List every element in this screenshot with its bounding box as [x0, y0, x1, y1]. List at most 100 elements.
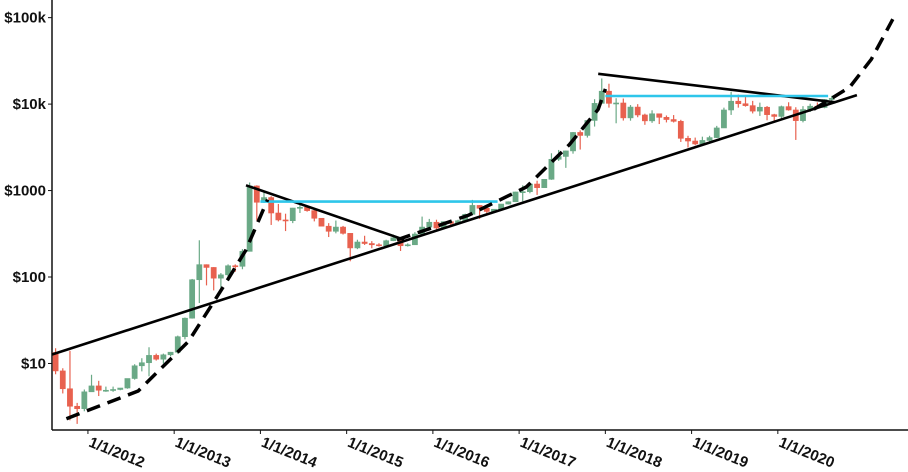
candle-body	[713, 127, 720, 138]
candle-body	[368, 243, 375, 246]
candle-body	[706, 137, 713, 141]
candle-body	[196, 264, 203, 281]
candle-body	[742, 103, 749, 106]
candle-body	[771, 114, 778, 117]
candle-body	[800, 109, 806, 121]
x-tick-label: 1/1/2017	[518, 434, 579, 472]
candle-body	[275, 212, 282, 221]
candle-body	[649, 113, 655, 122]
candle-body	[685, 138, 691, 142]
candle-body	[613, 102, 620, 105]
y-tick-label: $100	[13, 269, 46, 286]
candle-body	[512, 191, 519, 203]
candle-body	[634, 106, 641, 116]
candle-body	[74, 405, 81, 409]
candle-body	[117, 387, 124, 390]
candle-body	[519, 191, 526, 194]
candle-body	[340, 226, 346, 234]
candle-body	[505, 201, 512, 205]
candle-body	[59, 370, 66, 390]
candle-body	[641, 114, 648, 122]
candle-body	[318, 217, 325, 227]
candle-body	[232, 265, 239, 268]
candle-body	[95, 385, 102, 391]
candle-body	[67, 388, 73, 407]
candle-body	[376, 244, 382, 247]
dashed-curve	[65, 198, 270, 421]
candle-body	[541, 178, 548, 188]
candle-body	[210, 267, 217, 279]
candle-body	[562, 150, 569, 157]
candle-body	[189, 279, 196, 319]
candle-body	[828, 98, 835, 100]
candle-body	[548, 158, 555, 180]
candle-body	[728, 100, 735, 111]
candle-body	[656, 113, 663, 118]
candle-body	[81, 391, 88, 409]
candle-body	[297, 207, 303, 209]
candle-body	[764, 106, 770, 115]
candle-body	[390, 237, 397, 242]
candle-body	[426, 221, 433, 228]
candle-body	[785, 106, 792, 111]
candle-body	[311, 210, 318, 219]
candle-body	[620, 102, 627, 119]
candle-body	[361, 241, 368, 244]
y-tick-label: $1000	[4, 183, 46, 200]
candle-body	[282, 219, 289, 222]
candle-body	[203, 264, 210, 268]
candle-body	[217, 274, 224, 279]
candle-body	[404, 244, 411, 247]
candle-body	[347, 233, 354, 249]
candle-body	[253, 185, 260, 203]
candle-body	[577, 132, 584, 136]
candle-body	[289, 207, 296, 222]
candle-body	[332, 226, 339, 232]
dashed-curve	[812, 18, 895, 111]
candle-body	[677, 121, 684, 139]
x-tick-label: 1/1/2018	[604, 434, 665, 472]
candle-body	[138, 362, 145, 367]
y-tick-label: $10	[21, 355, 46, 372]
x-tick-label: 1/1/2016	[431, 434, 492, 472]
x-tick-label: 1/1/2014	[259, 434, 320, 472]
candle-body	[225, 265, 231, 276]
candle-body	[325, 225, 332, 232]
candle-body	[663, 117, 670, 120]
x-tick-label: 1/1/2012	[86, 434, 147, 472]
candle-body	[124, 378, 131, 389]
candle-body	[749, 105, 756, 112]
candle-body	[268, 197, 275, 214]
trend-line	[51, 93, 858, 356]
candle-body	[131, 365, 138, 379]
candle-body	[534, 183, 540, 188]
candle-body	[433, 221, 440, 229]
candle-body	[167, 351, 174, 356]
candle-body	[483, 207, 490, 212]
trend-line	[598, 72, 836, 104]
dashed-curve	[396, 88, 608, 242]
candle-body	[354, 241, 361, 249]
candle-body	[735, 100, 742, 105]
y-tick-label: $10k	[13, 96, 47, 113]
y-tick-label: $100k	[4, 10, 46, 27]
candle-body	[670, 119, 677, 122]
trend-line	[245, 184, 405, 241]
candle-body	[756, 106, 763, 112]
candle-body	[627, 106, 634, 119]
x-tick-label: 1/1/2020	[776, 434, 837, 472]
x-tick-label: 1/1/2015	[345, 434, 406, 472]
candle-body	[146, 355, 152, 364]
x-tick-label: 1/1/2019	[690, 434, 751, 472]
x-tick-label: 1/1/2013	[173, 434, 234, 472]
candle-body	[182, 317, 188, 337]
candle-body	[153, 355, 160, 360]
candle-body	[103, 389, 109, 392]
candle-body	[778, 106, 785, 117]
candle-body	[160, 354, 167, 360]
candle-body	[721, 109, 727, 129]
candle-body	[110, 389, 116, 391]
candle-body	[88, 385, 95, 393]
candle-body	[692, 140, 699, 145]
